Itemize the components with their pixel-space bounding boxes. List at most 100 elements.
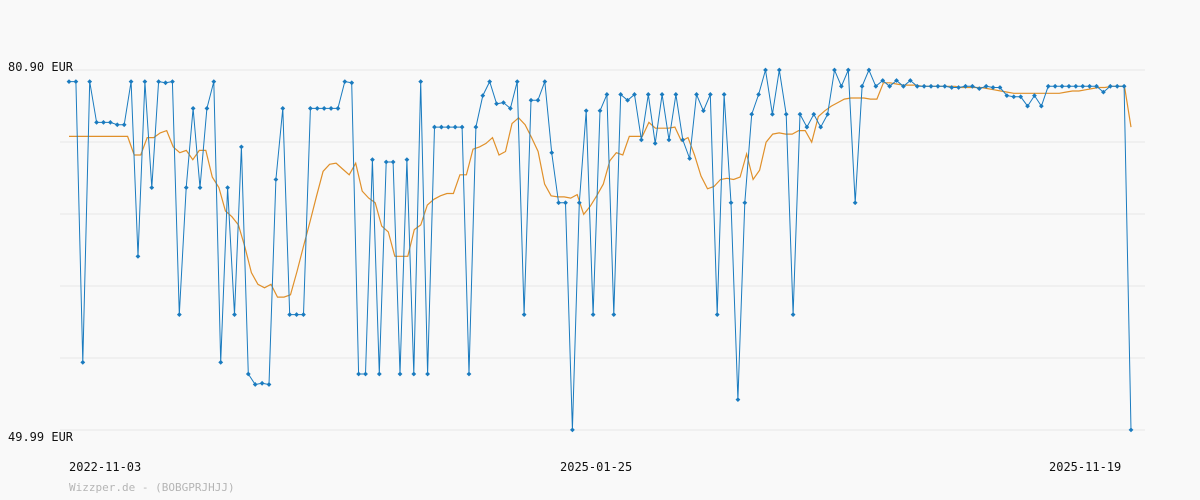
price-point — [583, 108, 589, 114]
price-point — [349, 80, 355, 86]
price-point — [694, 92, 699, 97]
y-tick-label-min: 49.99 EUR — [8, 430, 74, 444]
price-point — [1073, 83, 1079, 89]
price-point — [832, 67, 837, 73]
price-point — [797, 111, 803, 117]
price-point — [528, 97, 534, 103]
price-line — [69, 68, 1132, 430]
price-point — [645, 92, 651, 97]
price-point — [128, 79, 134, 85]
price-point — [763, 67, 768, 73]
price-point — [149, 185, 155, 191]
price-point — [825, 111, 830, 117]
price-point — [983, 83, 989, 89]
price-point — [466, 371, 472, 377]
x-tick-label-start: 2022-11-03 — [69, 460, 141, 474]
price-point — [239, 144, 244, 150]
price-point — [687, 156, 693, 161]
price-point — [1052, 83, 1058, 89]
price-point — [225, 185, 231, 191]
price-point — [859, 83, 865, 89]
price-point — [914, 83, 920, 89]
price-point — [942, 83, 948, 89]
footer-credit: Wizzper.de - (BOBGPRJHJJ) — [69, 481, 235, 494]
x-tick-label-mid: 2025-01-25 — [560, 460, 632, 474]
price-point — [604, 92, 610, 97]
price-point — [783, 111, 789, 117]
price-point — [390, 159, 396, 165]
price-point — [894, 78, 899, 83]
price-point — [625, 97, 630, 103]
price-point — [570, 427, 575, 433]
price-point — [963, 83, 968, 89]
price-point — [838, 83, 844, 89]
price-point — [321, 106, 327, 111]
price-point — [756, 92, 762, 97]
price-point — [376, 371, 382, 377]
price-point — [1045, 83, 1051, 89]
price-point — [997, 85, 1003, 90]
price-point — [280, 106, 286, 111]
price-point — [928, 83, 934, 89]
price-point — [121, 122, 127, 128]
price-point — [1018, 94, 1024, 100]
price-point — [1087, 83, 1093, 89]
y-tick-label-max: 80.90 EUR — [8, 60, 74, 74]
price-point — [542, 79, 548, 85]
price-point — [852, 200, 858, 206]
price-point — [907, 78, 913, 83]
price-point — [666, 137, 672, 143]
price-point — [632, 92, 637, 97]
price-point — [873, 83, 879, 89]
price-point — [1004, 93, 1010, 99]
price-point — [680, 137, 686, 143]
price-point — [728, 200, 734, 206]
price-point — [1080, 83, 1086, 89]
price-point — [776, 67, 782, 73]
price-point — [969, 83, 975, 89]
price-point — [1128, 427, 1134, 433]
price-point — [135, 253, 141, 259]
price-point — [487, 79, 493, 85]
price-point — [735, 397, 741, 403]
price-point — [445, 124, 451, 130]
price-point — [721, 92, 727, 97]
price-point — [935, 83, 941, 89]
price-series — [66, 67, 1134, 433]
price-point — [425, 371, 430, 377]
price-point — [521, 312, 527, 317]
price-point — [611, 312, 617, 317]
price-point — [576, 200, 582, 206]
price-point — [845, 67, 851, 73]
price-point — [535, 97, 541, 103]
price-point — [459, 124, 465, 130]
price-point — [294, 312, 299, 317]
price-point — [1032, 93, 1037, 99]
price-point — [163, 80, 168, 86]
price-point — [701, 108, 706, 114]
price-point — [370, 157, 375, 163]
price-point — [901, 83, 906, 89]
price-point — [287, 312, 293, 317]
price-point — [432, 124, 437, 130]
price-point — [1038, 103, 1044, 109]
price-point — [411, 371, 417, 377]
price-point — [232, 312, 237, 317]
price-point — [556, 200, 562, 206]
price-point — [452, 124, 458, 130]
price-point — [252, 382, 258, 387]
price-point — [170, 79, 175, 85]
price-point — [1114, 83, 1120, 89]
price-point — [114, 122, 120, 128]
price-point — [183, 185, 189, 191]
price-point — [190, 106, 196, 111]
price-point — [549, 150, 555, 156]
price-point — [307, 106, 313, 111]
price-point — [480, 93, 486, 99]
price-point — [80, 359, 86, 365]
price-point — [87, 79, 93, 85]
price-point — [314, 106, 320, 111]
price-point — [1059, 83, 1065, 89]
price-point — [494, 101, 499, 107]
